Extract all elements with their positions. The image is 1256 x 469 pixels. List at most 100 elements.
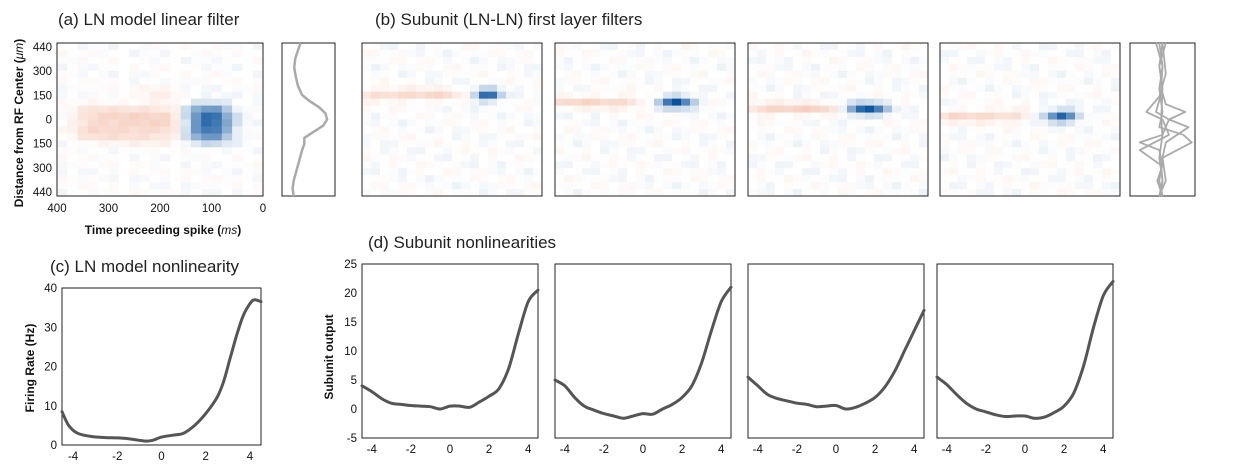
heatmap-cell [1003,105,1013,114]
heatmap-cell [1003,140,1013,148]
heatmap-cell [470,168,480,176]
heatmap-cell [564,98,574,107]
heatmap-cell [1048,175,1058,183]
heatmap-cell [160,43,171,51]
heatmap-cell [654,112,664,120]
heatmap-cell [221,161,233,169]
heatmap-cell [757,70,767,79]
heatmap-cell [139,154,151,162]
heatmap-cell [892,70,902,79]
panel-d-frame [936,263,1114,439]
heatmap-cell [170,112,182,120]
heatmap-cell [1021,140,1031,148]
heatmap-cell [160,98,171,107]
heatmap-cell [883,105,893,114]
heatmap-cell [1084,140,1094,148]
heatmap-cell [555,175,565,183]
heatmap-cell [488,133,498,141]
heatmap-cell [67,70,79,79]
heatmap-cell [87,91,99,100]
heatmap-cell [98,133,109,141]
heatmap-cell [708,119,718,127]
heatmap-cell [443,105,453,114]
heatmap-cell [564,77,574,86]
heatmap-cell [564,175,574,183]
heatmap-cell [57,49,68,58]
heatmap-cell [515,98,525,107]
nonlinearity-curve [553,285,733,420]
heatmap-cell [573,119,583,127]
nonlinearity-curve [360,288,540,411]
heatmap-cell [901,126,911,134]
heatmap-cell [515,105,525,114]
heatmap-cell [591,70,601,79]
heatmap-cell [820,175,830,183]
heatmap-cell [506,182,516,190]
heatmap-cell [802,133,812,141]
heatmap-cell [793,126,803,134]
heatmap-cell [425,84,435,93]
heatmap-cell [524,49,534,58]
heatmap-cell [452,182,462,190]
heatmap-cell [811,126,821,134]
heatmap-cell [699,161,709,169]
heatmap-cell [67,91,79,100]
heatmap-cell [838,175,848,183]
heatmap-cell [994,182,1004,190]
heatmap-cell [600,63,610,72]
heatmap-cell [1093,105,1103,114]
heatmap-cell [919,56,929,65]
heatmap-cell [802,154,812,162]
y-tick-label: 5 [351,375,357,387]
heatmap-cell [766,175,776,183]
heatmap-cell [838,98,848,107]
heatmap-cell [883,43,893,51]
heatmap-cell [555,98,565,107]
heatmap-cell [600,112,610,120]
heatmap-cell [940,77,950,86]
heatmap-cell [139,119,151,127]
heatmap-cell [958,133,968,141]
heatmap-cell [555,126,565,134]
heatmap-cell [479,70,489,79]
heatmap-cell [416,154,426,162]
heatmap-cell [766,189,776,197]
heatmap-cell [407,119,417,127]
heatmap-cell [681,98,691,107]
heatmap-cell [838,161,848,169]
subunit-filter-heatmap [555,43,736,197]
heatmap-cell [118,161,130,169]
heatmap-cell [1039,119,1049,127]
heatmap-cell [533,126,543,134]
heatmap-cell [398,63,408,72]
heatmap-cell [600,84,610,93]
heatmap-cell [883,133,893,141]
heatmap-cell [515,63,525,72]
heatmap-cell [582,133,592,141]
heatmap-cell [180,63,192,72]
heatmap-cell [865,126,875,134]
heatmap-cell [461,182,471,190]
heatmap-cell [609,182,619,190]
heatmap-cell [108,63,120,72]
heatmap-cell [533,189,543,197]
heatmap-cell [118,182,130,190]
x-tick-label: 4 [718,444,725,456]
heatmap-cell [57,126,68,134]
x-tick-label: 0 [158,451,164,463]
heatmap-cell [170,77,182,86]
heatmap-cell [865,56,875,65]
heatmap-cell [1102,175,1112,183]
heatmap-cell [201,140,212,148]
heatmap-cell [160,140,171,148]
heatmap-cell [967,154,977,162]
heatmap-cell [407,43,417,51]
heatmap-cell [919,126,929,134]
heatmap-cell [748,147,758,155]
heatmap-cell [77,91,89,100]
heatmap-cell [1093,63,1103,72]
heatmap-cell [497,84,507,93]
heatmap-cell [461,147,471,155]
heatmap-cell [1075,84,1085,93]
heatmap-cell [967,63,977,72]
